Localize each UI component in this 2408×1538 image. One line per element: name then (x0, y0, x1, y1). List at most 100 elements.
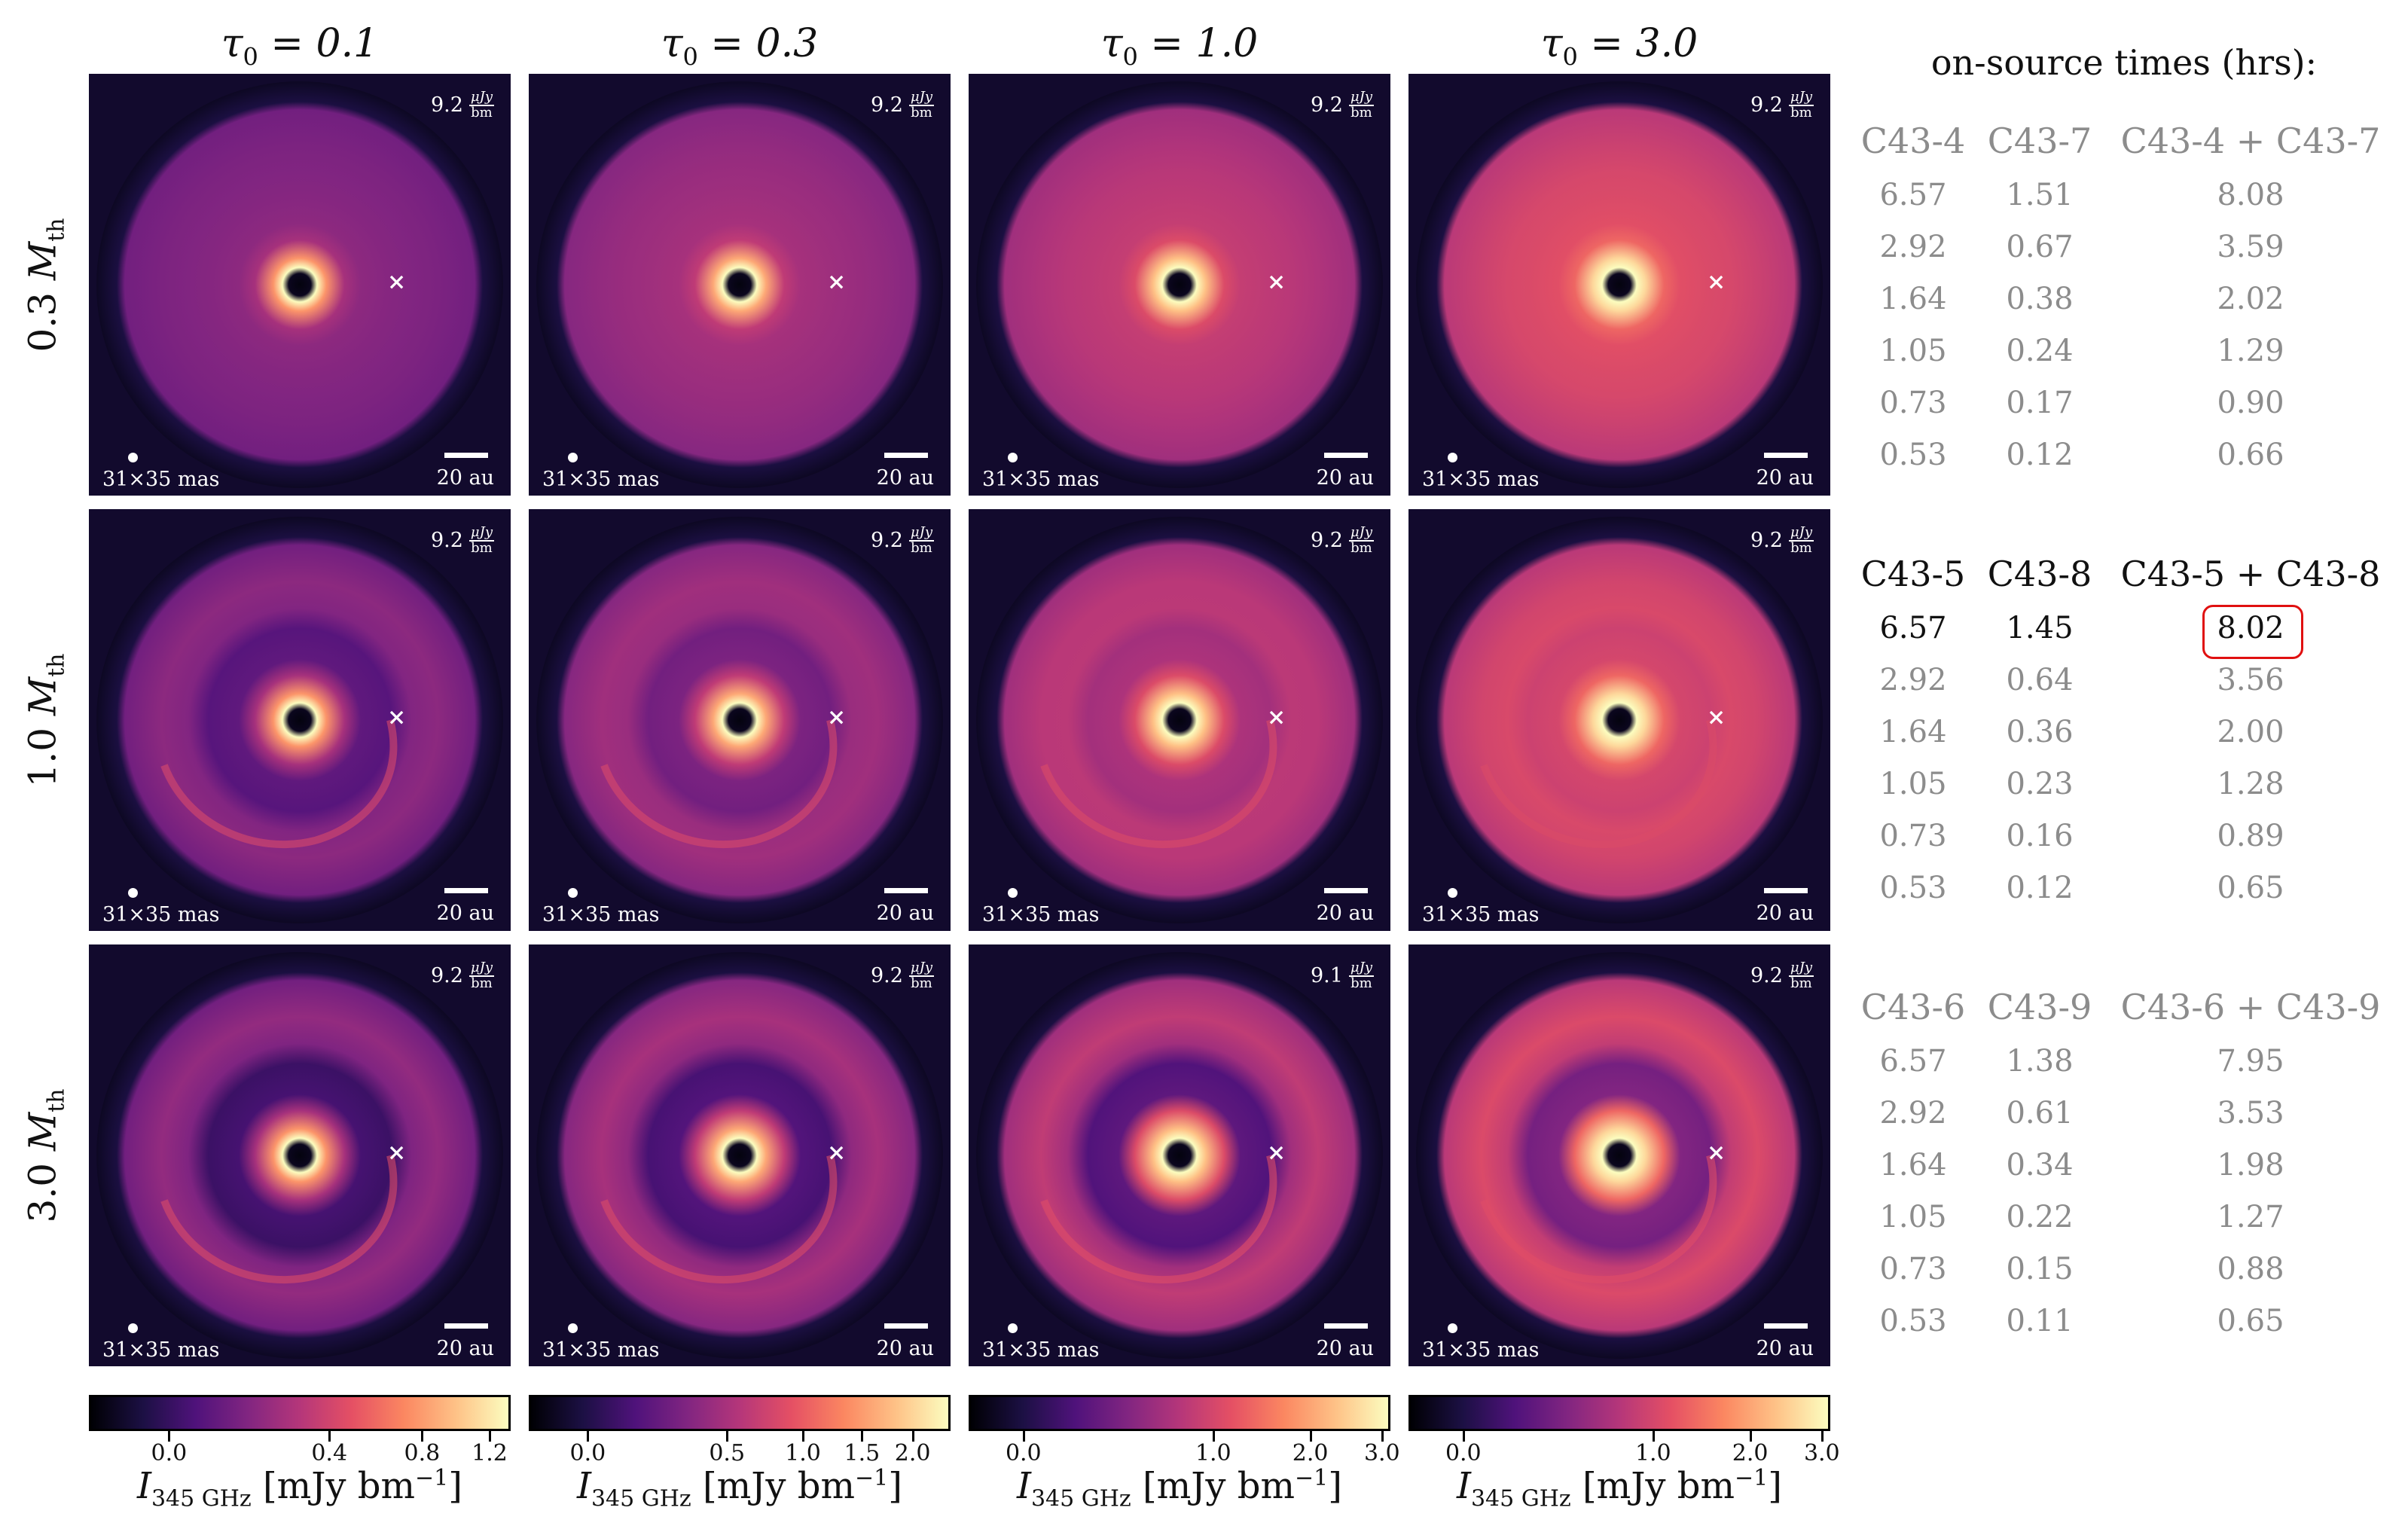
disk-image (529, 944, 951, 1366)
noise-unit: μJy bm (908, 89, 934, 121)
noise-value: 9.1 (1310, 964, 1343, 988)
noise-unit-numerator: μJy (1348, 89, 1374, 106)
table-cell: 0.53 (1879, 871, 1947, 905)
image-panel: 9.2 μJy bm × 31×35 mas 20 au (529, 509, 951, 931)
noise-value: 9.2 (430, 93, 463, 117)
noise-value: 9.2 (870, 529, 903, 553)
table-header: C43-4 (1860, 121, 1966, 161)
colorbar-label: I345 GHz [mJy bm−1] (136, 1465, 463, 1512)
beam-ellipse (568, 1323, 578, 1333)
disk-emission (1416, 952, 1823, 1359)
scale-bar (1324, 888, 1368, 893)
beam-size-label: 31×35 mas (982, 1338, 1100, 1362)
noise-unit-denominator: bm (911, 104, 932, 121)
colorbar-tick-label: 3.0 (1363, 1440, 1400, 1466)
column-title: τ0 = 1.0 (1100, 21, 1259, 72)
colorbar-tick-label: 0.8 (404, 1440, 441, 1466)
colorbar-tick (587, 1431, 590, 1442)
table-cell: 2.02 (2217, 282, 2284, 316)
noise-unit: μJy bm (1788, 525, 1814, 556)
colorbar-tick-label: 2.0 (1292, 1440, 1329, 1466)
spiral-arm (600, 719, 838, 849)
disk-image (89, 74, 511, 496)
row-title-text: 1.0 Mth (20, 652, 70, 788)
table-header: C43-8 (1987, 554, 2092, 594)
table-cell: 0.89 (2217, 819, 2284, 853)
image-panel: 9.2 μJy bm × 31×35 mas 20 au (1408, 509, 1830, 931)
scale-bar-label: 20 au (1756, 1337, 1814, 1360)
colorbar-tick (328, 1431, 331, 1442)
scale-bar (444, 1323, 488, 1329)
beam-ellipse (1448, 888, 1457, 898)
image-panel: 9.2 μJy bm × 31×35 mas 20 au (89, 509, 511, 931)
table-cell: 0.34 (2006, 1148, 2074, 1182)
colorbar-tick (802, 1431, 804, 1442)
disk-emission (536, 952, 943, 1359)
noise-value: 9.2 (1750, 529, 1783, 553)
colorbar-label: I345 GHz [mJy bm−1] (576, 1465, 903, 1512)
disk-image (1408, 509, 1830, 931)
table-cell: 1.28 (2217, 767, 2284, 801)
table-cell: 0.17 (2006, 386, 2074, 420)
noise-level: 9.2 μJy bm (871, 960, 934, 991)
colorbar-tick (1820, 1431, 1824, 1442)
noise-unit-numerator: μJy (908, 89, 934, 106)
beam-size-label: 31×35 mas (1422, 903, 1540, 926)
colorbar (1408, 1395, 1830, 1431)
colorbar-tick (421, 1431, 424, 1442)
disk-emission (1416, 81, 1823, 488)
table-cell: 1.64 (1879, 1148, 1947, 1182)
column-title: τ0 = 0.1 (221, 21, 379, 72)
scale-bar (1764, 1323, 1808, 1329)
table-title: on-source times (hrs): (1930, 42, 2318, 83)
spiral-arm (1040, 719, 1277, 849)
scale-bar-label: 20 au (1316, 902, 1374, 925)
colorbar-tick-label: 0.5 (709, 1440, 746, 1466)
table-cell: 3.53 (2217, 1096, 2284, 1131)
colorbar-tick (1381, 1431, 1384, 1442)
beam-ellipse (1448, 453, 1457, 462)
colorbar (969, 1395, 1390, 1431)
table-cell: 0.22 (2006, 1200, 2074, 1234)
table-cell: 0.15 (2006, 1252, 2074, 1286)
planet-marker: × (1267, 1140, 1286, 1166)
noise-unit-denominator: bm (1790, 539, 1812, 556)
table-cell: 0.73 (1879, 386, 1947, 420)
noise-unit-denominator: bm (1350, 104, 1372, 121)
beam-size-label: 31×35 mas (102, 1338, 220, 1362)
colorbar-tick-label: 1.0 (785, 1440, 821, 1466)
colorbar-tick-label: 1.0 (1634, 1440, 1671, 1466)
table-cell: 7.95 (2217, 1044, 2284, 1079)
beam-size-label: 31×35 mas (542, 1338, 660, 1362)
disk-emission (96, 517, 503, 923)
scale-bar (884, 453, 928, 458)
planet-marker: × (1707, 1140, 1726, 1166)
table-cell: 6.57 (1879, 178, 1947, 212)
colorbar-tick-label: 0.0 (151, 1440, 188, 1466)
noise-unit-denominator: bm (471, 104, 493, 121)
noise-unit-numerator: μJy (468, 89, 494, 106)
image-panel: 9.2 μJy bm × 31×35 mas 20 au (969, 74, 1390, 496)
row-title-text: 3.0 Mth (20, 1088, 70, 1223)
image-panel: 9.2 μJy bm × 31×35 mas 20 au (89, 944, 511, 1366)
scale-bar (884, 888, 928, 893)
table-cell: 1.29 (2217, 334, 2284, 368)
noise-unit-numerator: μJy (1348, 960, 1374, 977)
beam-size-label: 31×35 mas (542, 903, 660, 926)
noise-level: 9.2 μJy bm (431, 90, 494, 121)
disk-image (1408, 944, 1830, 1366)
scale-bar-label: 20 au (436, 902, 494, 925)
scale-bar-label: 20 au (876, 1337, 934, 1360)
table-cell: 0.66 (2217, 438, 2284, 472)
noise-level: 9.2 μJy bm (431, 960, 494, 991)
image-panel: 9.2 μJy bm × 31×35 mas 20 au (529, 74, 951, 496)
disk-image (89, 944, 511, 1366)
image-panel: 9.2 μJy bm × 31×35 mas 20 au (529, 944, 951, 1366)
table-header: C43-4 + C43-7 (2120, 121, 2381, 161)
table-cell: 0.65 (2217, 1304, 2284, 1338)
beam-size-label: 31×35 mas (102, 903, 220, 926)
disk-emission (976, 81, 1383, 488)
table-cell: 0.53 (1879, 1304, 1947, 1338)
noise-value: 9.2 (1750, 93, 1783, 117)
